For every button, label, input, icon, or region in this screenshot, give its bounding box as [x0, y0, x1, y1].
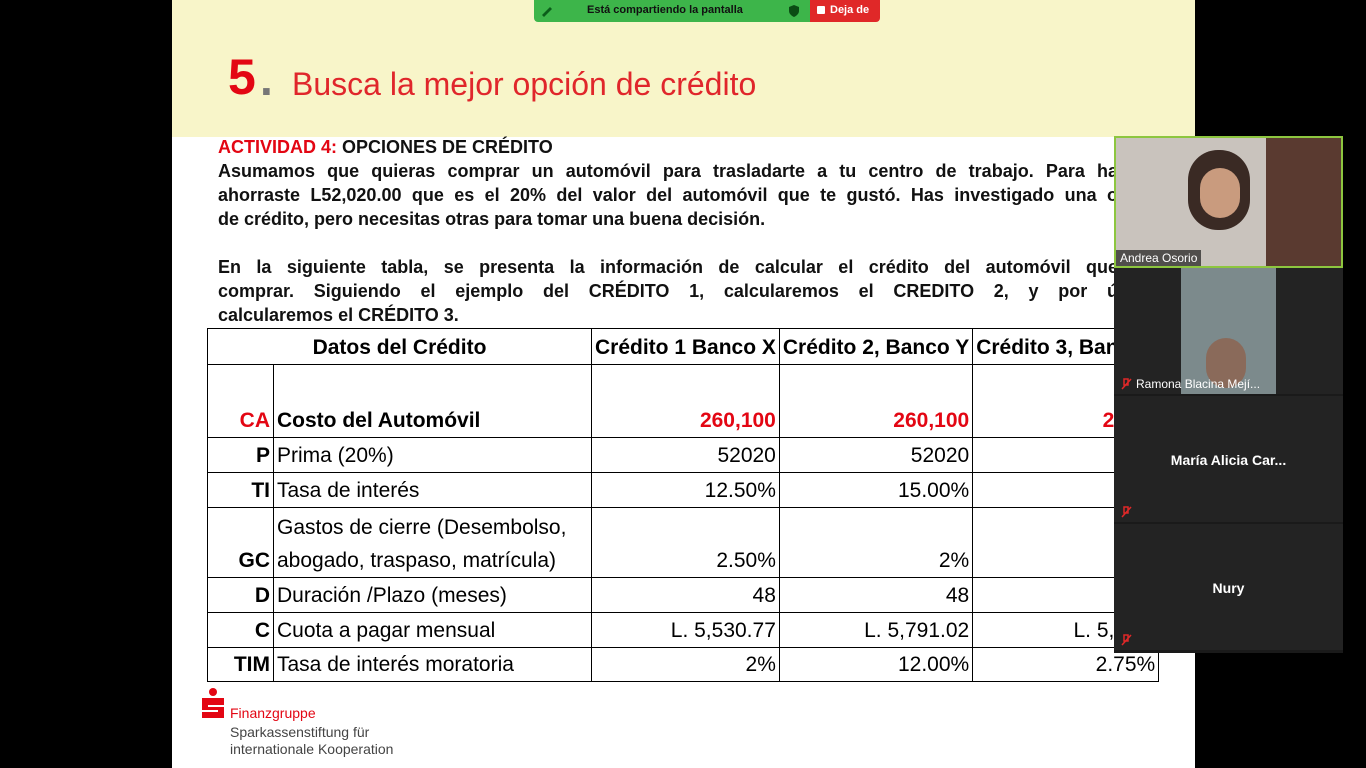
muted-icon	[1121, 634, 1132, 646]
label-line: abogado, traspaso, matrícula)	[277, 549, 556, 572]
credit-table: Datos del Crédito Crédito 1 Banco X Créd…	[207, 328, 1160, 682]
logo-brand: Finanzgruppe	[230, 705, 316, 721]
value-cell: L. 5,530.77	[591, 612, 780, 648]
logo-text: Sparkassenstiftung für	[230, 724, 370, 740]
row-code: D	[207, 577, 274, 613]
video-tile[interactable]: Ramona Blacina Mejí...	[1114, 268, 1343, 394]
value-cell: 48	[778, 577, 974, 613]
label-line: Tasa de interés moratoria	[277, 653, 514, 676]
row-label: Prima (20%)	[273, 437, 592, 473]
title-band	[172, 0, 1195, 137]
shield-icon	[789, 5, 799, 17]
value-cell: 48	[591, 577, 780, 613]
participant-name: María Alicia Car...	[1170, 452, 1287, 468]
row-label: Gastos de cierre (Desembolso, abogado, tr…	[273, 507, 592, 578]
header-cell: Crédito 2, Banco Y	[778, 328, 974, 365]
row-code: TIM	[207, 647, 274, 682]
text-line: calcularemos el CRÉDITO 3.	[218, 305, 459, 325]
row-code: GC	[207, 507, 274, 578]
share-icon	[542, 7, 552, 17]
label-line: Cuota a pagar mensual	[277, 619, 496, 642]
slide-title: Busca la mejor opción de crédito	[292, 66, 757, 102]
label-line: Prima (20%)	[277, 444, 394, 467]
value-cell: 2%	[591, 647, 780, 682]
participant-name: Nury	[1212, 580, 1245, 596]
value-cell: 52020	[778, 437, 974, 473]
value-cell: 2.50%	[591, 507, 780, 578]
row-code: C	[207, 612, 274, 648]
text-line: En la siguiente tabla, se presenta la in…	[218, 257, 1118, 277]
label-line: Gastos de cierre (Desembolso,	[277, 516, 567, 539]
video-background	[1266, 138, 1341, 266]
row-code: CA	[207, 364, 274, 438]
participant-tile[interactable]: Nury	[1114, 524, 1343, 650]
row-label: Costo del Automóvil	[273, 364, 592, 438]
value-cell: 52020	[591, 437, 780, 473]
logo: Finanzgruppe Sparkassenstiftung für inte…	[200, 688, 410, 760]
value-cell: 12.50%	[591, 472, 780, 508]
activity-title: OPCIONES DE CRÉDITO	[342, 137, 553, 157]
value-cell: 12.00%	[778, 647, 974, 682]
text-line: ahorraste L52,020.00 que es el 20% del v…	[218, 185, 1118, 205]
participant-tile[interactable]: María Alicia Car...	[1114, 396, 1343, 522]
value-cell: 260,100	[778, 364, 974, 438]
row-label: Tasa de interés	[273, 472, 592, 508]
activity: ACTIVIDAD 4: OPCIONES DE CRÉDITO Asumamo…	[218, 135, 1118, 327]
text-line: Asumamos que quieras comprar un automóvi…	[218, 161, 1118, 181]
text-line: de crédito, pero necesitas otras para to…	[218, 209, 766, 229]
participant-name: Andrea Osorio	[1116, 250, 1202, 266]
row-label: Tasa de interés moratoria	[273, 647, 592, 682]
value-cell: L. 5,791.02	[778, 612, 974, 648]
logo-text: internationale Kooperation	[230, 741, 394, 757]
row-label: Duración /Plazo (meses)	[273, 577, 592, 613]
activity-label: ACTIVIDAD 4:	[218, 137, 338, 157]
label-line: Tasa de interés	[277, 479, 420, 502]
stop-label[interactable]: Deja de	[830, 4, 870, 16]
video-face	[1200, 168, 1240, 218]
muted-icon	[1121, 378, 1132, 390]
header-cell: Datos del Crédito	[207, 328, 592, 365]
header-cell: Crédito 1 Banco X	[591, 328, 780, 365]
participants-panel: Andrea Osorio Ramona Blacina Mejí... Mar…	[1114, 136, 1343, 653]
slide-dot: .	[260, 53, 273, 105]
row-code: TI	[207, 472, 274, 508]
video-person	[1206, 338, 1246, 388]
stop-share-button[interactable]: Deja de	[810, 0, 880, 22]
row-code: P	[207, 437, 274, 473]
value-cell: 2%	[778, 507, 974, 578]
share-bar: Está compartiendo la pantalla	[534, 0, 810, 22]
value-cell: 15.00%	[778, 472, 974, 508]
row-label: Cuota a pagar mensual	[273, 612, 592, 648]
logo-icon	[202, 688, 224, 718]
value-cell: 260,100	[591, 364, 780, 438]
slide-number: 5	[228, 49, 256, 105]
slide: 5 . Busca la mejor opción de crédito ACT…	[172, 0, 1195, 768]
video-tile[interactable]: Andrea Osorio	[1114, 136, 1343, 268]
text-line: comprar. Siguiendo el ejemplo del CRÉDIT…	[218, 281, 1118, 301]
share-status: Está compartiendo la pantalla	[587, 4, 743, 16]
participant-name: Ramona Blacina Mejí...	[1136, 377, 1261, 391]
label-line: Costo del Automóvil	[277, 409, 481, 432]
muted-icon	[1121, 506, 1132, 518]
label-line: Duración /Plazo (meses)	[277, 584, 507, 607]
